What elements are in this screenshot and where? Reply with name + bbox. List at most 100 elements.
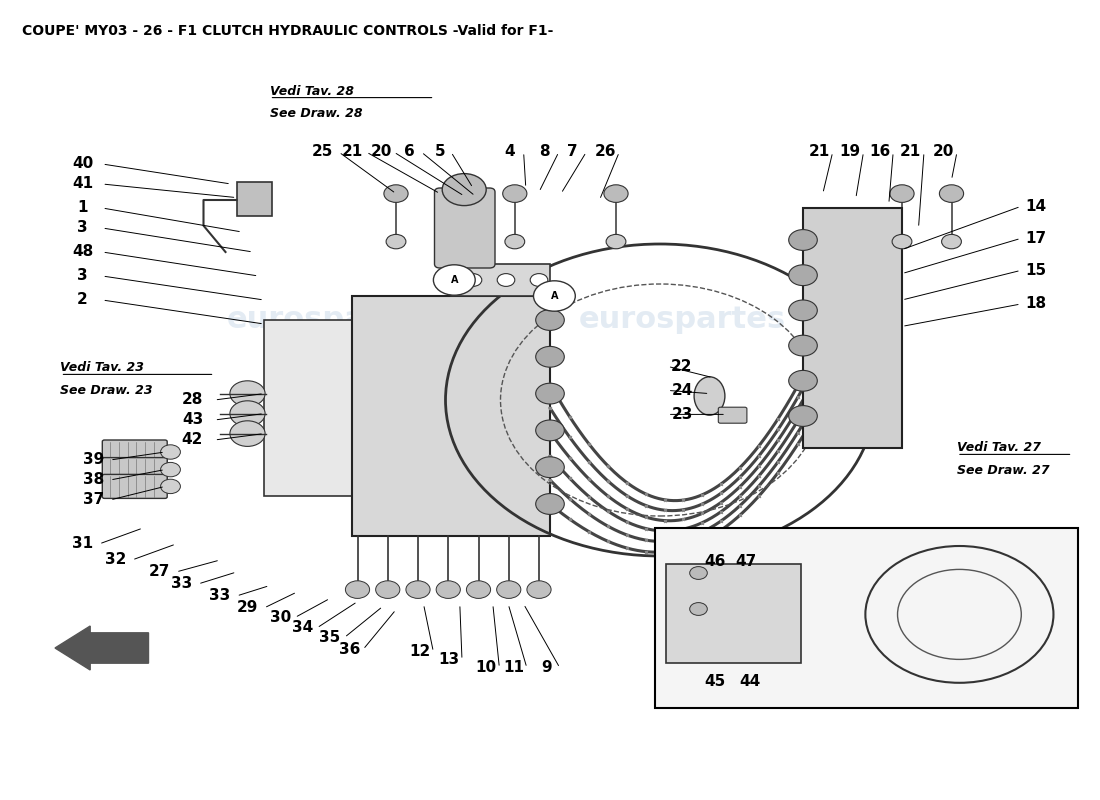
Text: 28: 28: [182, 393, 204, 407]
Text: 38: 38: [82, 473, 104, 487]
Circle shape: [497, 274, 515, 286]
Text: 29: 29: [236, 601, 258, 615]
FancyBboxPatch shape: [236, 182, 272, 216]
Text: See Draw. 27: See Draw. 27: [957, 464, 1049, 477]
Text: 21: 21: [808, 145, 830, 159]
Text: 15: 15: [1025, 263, 1047, 278]
Circle shape: [436, 581, 460, 598]
Text: 40: 40: [72, 157, 94, 171]
Text: 44: 44: [739, 674, 761, 689]
Text: 24: 24: [671, 383, 693, 398]
Text: 21: 21: [341, 145, 363, 159]
Circle shape: [942, 234, 961, 249]
Text: eurospartes: eurospartes: [579, 306, 785, 334]
Circle shape: [536, 383, 564, 404]
Text: 18: 18: [1025, 297, 1047, 311]
Text: 27: 27: [148, 565, 170, 579]
Text: 14: 14: [1025, 199, 1047, 214]
Text: 37: 37: [82, 493, 104, 507]
Text: Vedi Tav. 27: Vedi Tav. 27: [957, 442, 1041, 454]
Circle shape: [386, 234, 406, 249]
FancyBboxPatch shape: [803, 208, 902, 448]
FancyBboxPatch shape: [102, 458, 167, 482]
Text: 26: 26: [594, 145, 616, 159]
Circle shape: [536, 494, 564, 514]
FancyBboxPatch shape: [102, 474, 167, 498]
Circle shape: [466, 581, 491, 598]
Text: 6: 6: [404, 145, 415, 159]
FancyBboxPatch shape: [434, 188, 495, 268]
Text: 33: 33: [209, 589, 231, 603]
Text: 21: 21: [900, 145, 922, 159]
Circle shape: [161, 462, 180, 477]
Circle shape: [464, 274, 482, 286]
Text: 46: 46: [704, 554, 726, 569]
Circle shape: [606, 234, 626, 249]
Circle shape: [890, 185, 914, 202]
FancyBboxPatch shape: [718, 407, 747, 423]
Text: 4: 4: [504, 145, 515, 159]
FancyArrow shape: [55, 626, 148, 670]
Circle shape: [690, 602, 707, 615]
Text: Vedi Tav. 23: Vedi Tav. 23: [60, 362, 144, 374]
Text: 31: 31: [72, 537, 94, 551]
Circle shape: [892, 234, 912, 249]
Text: 39: 39: [82, 453, 104, 467]
Circle shape: [789, 406, 817, 426]
FancyBboxPatch shape: [102, 440, 167, 464]
Circle shape: [690, 566, 707, 579]
Text: 42: 42: [182, 433, 204, 447]
Text: 41: 41: [72, 177, 94, 191]
Circle shape: [530, 274, 548, 286]
Circle shape: [939, 185, 964, 202]
Circle shape: [536, 457, 564, 478]
Circle shape: [536, 420, 564, 441]
Text: See Draw. 28: See Draw. 28: [270, 107, 362, 120]
Ellipse shape: [694, 377, 725, 415]
Circle shape: [496, 581, 521, 598]
Text: 43: 43: [182, 413, 204, 427]
Text: 30: 30: [270, 610, 292, 625]
Circle shape: [161, 445, 180, 459]
Circle shape: [789, 370, 817, 391]
Circle shape: [789, 230, 817, 250]
Circle shape: [161, 479, 180, 494]
Text: 34: 34: [292, 621, 313, 635]
Text: 22: 22: [671, 359, 693, 374]
Circle shape: [536, 346, 564, 367]
Circle shape: [789, 265, 817, 286]
Text: 10: 10: [475, 661, 497, 675]
Text: 48: 48: [72, 245, 94, 259]
Text: 23: 23: [671, 407, 693, 422]
Text: 33: 33: [170, 577, 192, 591]
Text: See Draw. 23: See Draw. 23: [60, 384, 153, 397]
Text: 16: 16: [869, 145, 891, 159]
Text: 3: 3: [77, 269, 88, 283]
Text: eurospartes: eurospartes: [227, 306, 433, 334]
Circle shape: [503, 185, 527, 202]
FancyBboxPatch shape: [666, 564, 801, 663]
Circle shape: [527, 581, 551, 598]
Text: 20: 20: [933, 145, 955, 159]
Text: 7: 7: [566, 145, 578, 159]
Circle shape: [384, 185, 408, 202]
Text: 1: 1: [77, 201, 88, 215]
Text: 3: 3: [77, 221, 88, 235]
FancyBboxPatch shape: [264, 320, 352, 496]
Circle shape: [789, 335, 817, 356]
Text: 47: 47: [735, 554, 757, 569]
Circle shape: [442, 174, 486, 206]
Circle shape: [230, 381, 265, 406]
Bar: [654, 528, 1078, 708]
FancyBboxPatch shape: [352, 296, 550, 536]
Circle shape: [789, 300, 817, 321]
Circle shape: [505, 234, 525, 249]
Text: Vedi Tav. 28: Vedi Tav. 28: [270, 85, 353, 98]
Text: 35: 35: [319, 630, 341, 645]
FancyBboxPatch shape: [451, 264, 550, 296]
Circle shape: [230, 401, 265, 426]
Text: 17: 17: [1025, 231, 1047, 246]
Circle shape: [604, 185, 628, 202]
Text: 8: 8: [539, 145, 550, 159]
Text: 11: 11: [503, 661, 525, 675]
